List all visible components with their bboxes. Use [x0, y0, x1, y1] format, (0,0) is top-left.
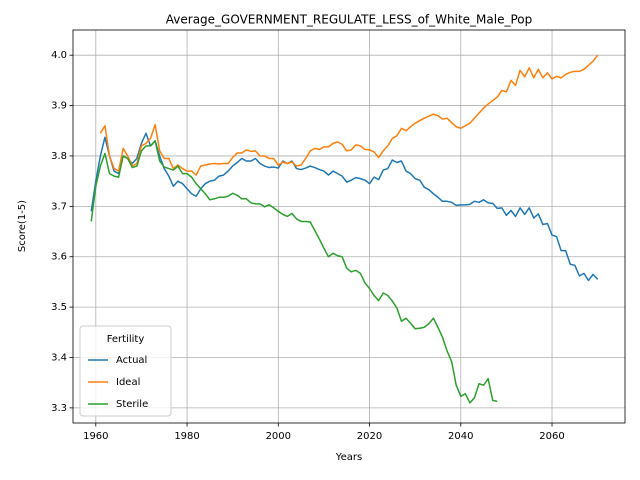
y-tick-label: 3.4 — [51, 353, 67, 364]
x-tick-label: 2040 — [448, 431, 473, 442]
x-tick-label: 1960 — [83, 431, 108, 442]
x-tick-label: 2020 — [357, 431, 382, 442]
x-tick-label: 2060 — [539, 431, 564, 442]
y-tick-label: 3.5 — [51, 302, 67, 313]
series-line — [99, 54, 599, 176]
y-tick-label: 3.9 — [51, 101, 67, 112]
y-axis-label: Score(1-5) — [17, 200, 28, 252]
x-axis-label: Years — [335, 452, 362, 463]
y-tick-label: 3.3 — [51, 403, 67, 414]
axes-frame — [72, 29, 626, 424]
series-line — [90, 140, 498, 404]
x-tick-label: 1980 — [174, 431, 199, 442]
y-tick-label: 3.7 — [51, 201, 67, 212]
legend-label: Sterile — [116, 399, 148, 410]
legend-title: Fertility — [107, 334, 145, 345]
chart-title: Average_GOVERNMENT_REGULATE_LESS_of_Whit… — [166, 13, 532, 27]
y-tick-label: 3.6 — [51, 252, 67, 263]
y-tick-label: 3.8 — [51, 151, 67, 162]
legend-label: Actual — [116, 355, 147, 366]
series-line — [90, 132, 599, 282]
x-tick-label: 2000 — [266, 431, 291, 442]
y-tick-label: 4.0 — [51, 50, 67, 61]
legend-box — [79, 325, 172, 417]
legend-label: Ideal — [116, 377, 140, 388]
